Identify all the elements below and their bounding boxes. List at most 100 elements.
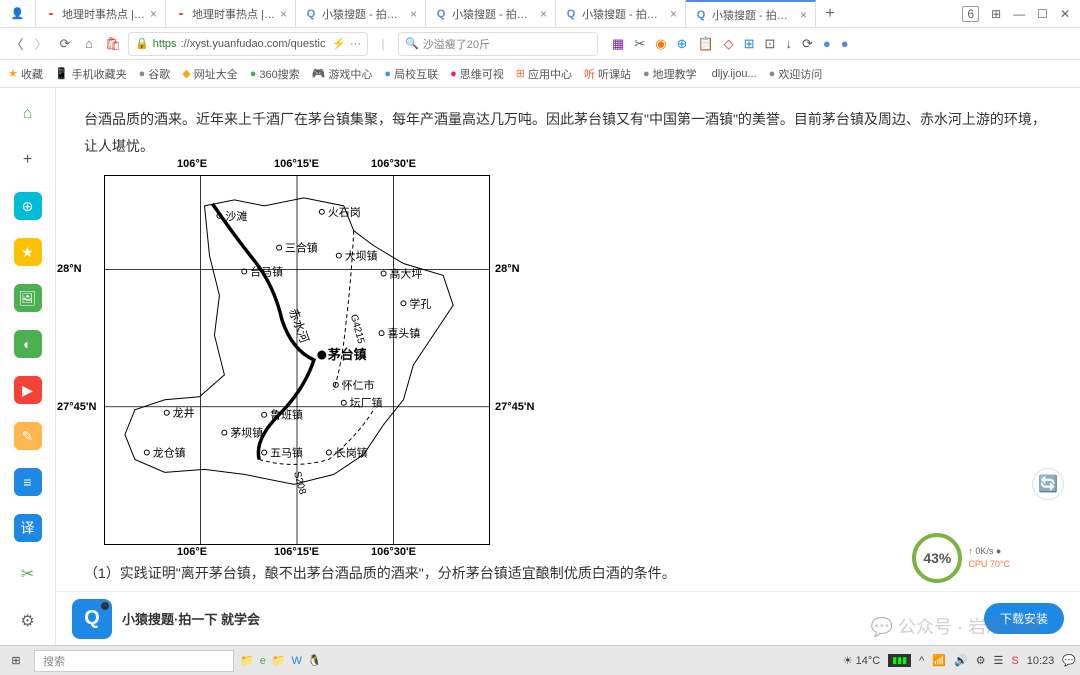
window-maximize[interactable]: ☐ (1037, 7, 1048, 21)
bookmark-6[interactable]: ●局校互联 (384, 66, 438, 82)
url-input[interactable]: 🔒 https ://xyst.yuanfudao.com/questic ⚡ … (128, 32, 368, 56)
bookmark-1[interactable]: 📱手机收藏夹 (55, 66, 127, 82)
lat-label: 27°45'N (57, 401, 96, 413)
window-close[interactable]: ✕ (1060, 7, 1070, 21)
tab-5[interactable]: Q小猿搜题 - 拍一下...× (686, 0, 816, 27)
forward-button[interactable]: 〉 (32, 35, 50, 53)
toolbar-icon-3[interactable]: ⊕ (677, 36, 688, 52)
sidebar-item-7[interactable]: ✎ (14, 422, 42, 450)
tab-1[interactable]: 地理时事热点 | "...× (166, 0, 296, 27)
lon-label: 106°30'E (371, 158, 416, 170)
search-input[interactable]: 🔍 沙溢瘦了20斤 (398, 32, 598, 56)
tray-wifi-icon[interactable]: 📶 (932, 654, 946, 667)
tab-close-3[interactable]: × (540, 7, 547, 21)
sidebar-item-1[interactable]: + (14, 146, 42, 174)
svg-text:大坝镇: 大坝镇 (345, 249, 378, 263)
bookmark-4[interactable]: ●360搜索 (250, 66, 300, 82)
tray-time[interactable]: 10:23 (1027, 655, 1055, 667)
tray-icon-4[interactable]: S (1011, 655, 1018, 667)
svg-text:五马镇: 五马镇 (270, 446, 303, 460)
window-extension-icon[interactable]: ⊞ (991, 7, 1001, 21)
task-app-2[interactable]: e (260, 655, 266, 667)
tray-notifications-icon[interactable]: 💬 (1062, 654, 1076, 667)
toolbar-icon-11[interactable]: ● (841, 36, 849, 51)
toolbar-icon-5[interactable]: ◇ (724, 36, 734, 52)
toolbar-icon-1[interactable]: ✂ (634, 36, 645, 52)
new-tab-button[interactable]: + (816, 0, 844, 27)
address-bar: 〈 〉 ⟳ ⌂ 🛍 🔒 https ://xyst.yuanfudao.com/… (0, 28, 1080, 60)
paragraph-text: 台酒品质的酒来。近年来上千酒厂在茅台镇集聚，每年产酒量高达几万吨。因此茅台镇又有… (84, 106, 1052, 159)
download-button[interactable]: 下载安装 (984, 603, 1064, 634)
tab-2[interactable]: Q小猿搜题 - 拍一下...× (296, 0, 426, 27)
taskbar-search[interactable]: 搜索 (34, 650, 234, 672)
tab-close-4[interactable]: × (670, 7, 677, 21)
toolbar-icon-10[interactable]: ● (823, 36, 831, 51)
tab-0[interactable]: 地理时事热点 | "...× (36, 0, 166, 27)
start-button[interactable]: ⊞ (4, 649, 28, 673)
back-button[interactable]: 〈 (8, 35, 26, 53)
tab-close-0[interactable]: × (150, 7, 157, 21)
svg-text:沙滩: 沙滩 (225, 209, 247, 223)
sidebar-item-8[interactable]: ≡ (14, 468, 42, 496)
bookmark-0[interactable]: ★收藏 (8, 66, 43, 82)
task-app-3[interactable]: 📁 (272, 654, 286, 667)
svg-text:火石岗: 火石岗 (328, 206, 361, 219)
app-logo[interactable]: Q (72, 599, 112, 639)
weather[interactable]: ☀ 14°C (843, 654, 881, 667)
tray-volume-icon[interactable]: 🔊 (954, 654, 968, 667)
bookmark-10[interactable]: ●地理教学 (643, 66, 697, 82)
bookmark-12[interactable]: ●欢迎访问 (769, 66, 823, 82)
task-app-5[interactable]: 🐧 (308, 654, 322, 667)
lat-label: 28°N (495, 263, 520, 275)
toolbar-icon-9[interactable]: ⟳ (802, 36, 813, 52)
svg-text:三合镇: 三合镇 (285, 241, 318, 255)
sidebar-item-10[interactable]: ✂ (14, 560, 42, 588)
sidebar-settings[interactable]: ⚙ (14, 607, 42, 635)
bookmark-7[interactable]: ●思维可视 (450, 66, 504, 82)
profile-tab[interactable]: 👤 (0, 0, 36, 27)
svg-text:龙井: 龙井 (173, 406, 195, 420)
bookmark-8[interactable]: ⊞应用中心 (516, 66, 572, 82)
tab-close-1[interactable]: × (280, 7, 287, 21)
bookmark-11[interactable]: dljy.ijou... (709, 68, 757, 80)
toolbar-icon-6[interactable]: ⊞ (744, 36, 755, 52)
toolbar-icon-0[interactable]: ▦ (612, 36, 624, 52)
tray-icon-1[interactable]: ^ (919, 655, 924, 667)
sidebar-item-6[interactable]: ▶ (14, 376, 42, 404)
sidebar-item-4[interactable]: 🖼 (14, 284, 42, 312)
bookmark-5[interactable]: 🎮游戏中心 (312, 66, 373, 82)
home-button[interactable]: ⌂ (80, 35, 98, 53)
tray-icon-3[interactable]: ☰ (994, 654, 1004, 667)
task-app-4[interactable]: W (292, 655, 302, 667)
svg-text:G4215: G4215 (348, 313, 366, 345)
tray-icon-2[interactable]: ⚙ (976, 654, 986, 667)
sidebar-item-5[interactable]: ◐ (14, 330, 42, 358)
sidebar-item-0[interactable]: ⌂ (14, 100, 42, 128)
bookmark-9[interactable]: 听听课站 (584, 66, 631, 82)
sidebar-item-2[interactable]: ⊕ (14, 192, 42, 220)
toolbar-icon-7[interactable]: ⊡ (765, 36, 776, 52)
shop-icon[interactable]: 🛍 (104, 35, 122, 53)
sidebar-item-9[interactable]: 译 (14, 514, 42, 542)
window-minimize[interactable]: — (1013, 7, 1025, 21)
more-icon[interactable]: ⋯ (350, 37, 361, 50)
flash-icon[interactable]: ⚡ (332, 37, 346, 50)
perf-percent: 43% (912, 533, 962, 583)
toolbar-icon-2[interactable]: ◉ (655, 36, 666, 52)
performance-widget[interactable]: 43% ↑ 0K/s ● CPU 70°C (912, 533, 1010, 583)
toolbar-icon-8[interactable]: ↓ (785, 36, 792, 51)
tray-widget[interactable]: ▮▮▮ (888, 654, 911, 667)
task-app-1[interactable]: 📁 (240, 654, 254, 667)
taskbar: ⊞ 搜索 📁 e 📁 W 🐧 ☀ 14°C ▮▮▮ ^ 📶 🔊 ⚙ ☰ S 10… (0, 645, 1080, 675)
bookmark-3[interactable]: ◆网址大全 (182, 66, 237, 82)
reload-button[interactable]: ⟳ (56, 35, 74, 53)
toolbar-icon-4[interactable]: 📋 (697, 36, 713, 52)
tab-close-2[interactable]: × (410, 7, 417, 21)
tab-close-5[interactable]: × (800, 8, 807, 22)
tab-3[interactable]: Q小猿搜题 - 拍一下...× (426, 0, 556, 27)
sidebar-item-3[interactable]: ★ (14, 238, 42, 266)
tab-4[interactable]: Q小猿搜题 - 拍一下...× (556, 0, 686, 27)
bookmark-2[interactable]: ●谷歌 (139, 66, 171, 82)
window-controls: 6 ⊞ — ☐ ✕ (952, 0, 1080, 27)
float-refresh-button[interactable]: 🔄 (1032, 468, 1064, 500)
